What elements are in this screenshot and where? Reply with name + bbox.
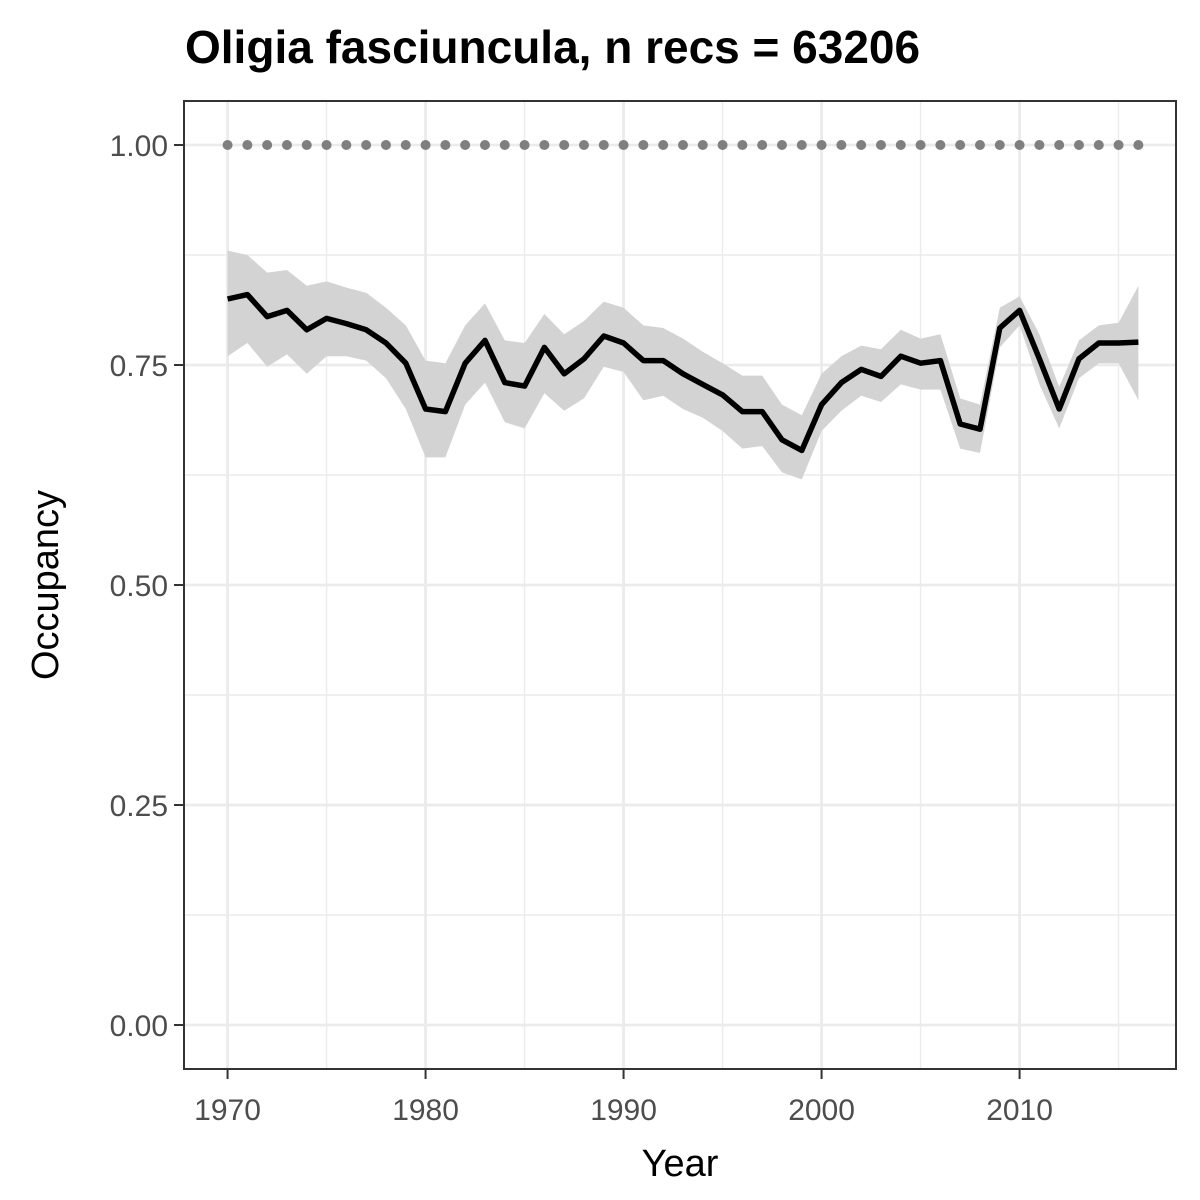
reference-point: [677, 140, 688, 150]
reference-point: [955, 140, 966, 150]
reference-point: [559, 140, 570, 150]
reference-point: [519, 140, 530, 150]
y-tick-label: 0.50: [110, 570, 168, 603]
reference-point: [737, 140, 748, 150]
y-tick-label: 0.75: [110, 350, 168, 383]
reference-point: [222, 140, 233, 150]
reference-point: [400, 140, 411, 150]
reference-point: [1113, 140, 1124, 150]
reference-point: [598, 140, 609, 150]
reference-point: [1014, 140, 1025, 150]
reference-point: [1054, 140, 1065, 150]
reference-point: [281, 140, 292, 150]
reference-point: [479, 140, 490, 150]
reference-point: [460, 140, 471, 150]
reference-point: [539, 140, 550, 150]
x-axis-label: Year: [642, 1143, 719, 1185]
reference-point: [1073, 140, 1084, 150]
y-tick-label: 1.00: [110, 130, 168, 163]
reference-point: [242, 140, 253, 150]
reference-point: [420, 140, 431, 150]
x-tick-label: 1990: [590, 1094, 657, 1127]
reference-point: [1133, 140, 1144, 150]
reference-point: [994, 140, 1005, 150]
occupancy-line: [227, 291, 1139, 454]
reference-point: [697, 140, 708, 150]
reference-point: [262, 140, 273, 150]
confidence-ribbon: [227, 250, 1139, 480]
reference-point: [895, 140, 906, 150]
reference-point: [301, 140, 312, 150]
reference-point: [1093, 140, 1104, 150]
x-tick-label: 1970: [194, 1094, 261, 1127]
reference-point: [776, 140, 787, 150]
reference-point: [658, 140, 669, 150]
reference-point: [380, 140, 391, 150]
chart-title: Oligia fasciuncula, n recs = 63206: [185, 21, 920, 73]
reference-point: [361, 140, 372, 150]
x-tick-label: 2000: [788, 1094, 855, 1127]
reference-point: [1034, 140, 1045, 150]
reference-point: [717, 140, 728, 150]
reference-points-layer: [222, 140, 1144, 150]
reference-point: [341, 140, 352, 150]
y-axis-ticks: 0.00 0.25 0.50 0.75 1.00: [110, 130, 184, 1043]
reference-point: [440, 140, 451, 150]
x-axis-ticks: 1970 1980 1990 2000 2010: [194, 1069, 1053, 1127]
reference-point: [796, 140, 807, 150]
occupancy-line-layer: [227, 291, 1139, 454]
reference-point: [974, 140, 985, 150]
reference-point: [816, 140, 827, 150]
confidence-ribbon-layer: [227, 250, 1139, 480]
reference-point: [836, 140, 847, 150]
reference-point: [578, 140, 589, 150]
x-tick-label: 2010: [986, 1094, 1053, 1127]
y-axis-label: Occupancy: [25, 490, 67, 680]
reference-point: [757, 140, 768, 150]
reference-point: [638, 140, 649, 150]
x-tick-label: 1980: [392, 1094, 459, 1127]
reference-point: [499, 140, 510, 150]
reference-point: [935, 140, 946, 150]
reference-point: [321, 140, 332, 150]
y-tick-label: 0.00: [110, 1010, 168, 1043]
reference-point: [875, 140, 886, 150]
y-tick-label: 0.25: [110, 790, 168, 823]
reference-point: [618, 140, 629, 150]
reference-point: [915, 140, 926, 150]
reference-point: [856, 140, 867, 150]
